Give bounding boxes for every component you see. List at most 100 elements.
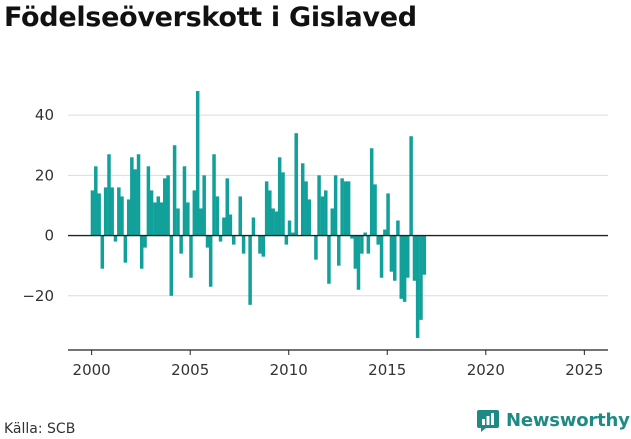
bar: [149, 190, 154, 236]
bar: [258, 235, 262, 254]
bar: [231, 235, 236, 245]
bar: [383, 229, 387, 236]
bar: [268, 190, 272, 236]
bar: [218, 235, 223, 242]
bar: [389, 235, 394, 272]
bar: [366, 235, 371, 254]
bar: [189, 235, 193, 278]
bar: [153, 202, 157, 236]
bar: [133, 169, 137, 236]
x-tick-label: 2000: [73, 361, 111, 379]
bar: [163, 178, 167, 236]
bar: [350, 235, 354, 239]
bar: [169, 235, 174, 296]
bar: [422, 235, 427, 275]
bar: [271, 208, 275, 236]
bar: [126, 199, 131, 236]
bar: [363, 232, 367, 236]
chart-title: Födelseöverskott i Gislaved: [4, 2, 417, 33]
bar: [110, 187, 114, 236]
bar: [353, 235, 358, 269]
bar: [373, 184, 377, 236]
bar: [123, 235, 128, 263]
bar: [399, 235, 404, 299]
bar: [117, 187, 121, 236]
bar: [294, 133, 298, 236]
bar: [419, 235, 423, 320]
bar: [396, 220, 400, 236]
bar: [264, 181, 269, 236]
bar: [208, 235, 213, 287]
bar: [130, 157, 134, 236]
bar: [281, 172, 285, 236]
y-tick-label: 20: [35, 166, 54, 184]
bar: [212, 154, 216, 236]
bar: [222, 217, 226, 236]
bar: [340, 178, 344, 236]
source-note: Källa: SCB: [4, 421, 76, 437]
bar: [409, 136, 413, 236]
bar: [324, 190, 328, 236]
bar: [159, 202, 164, 236]
x-tick-label: 2025: [565, 361, 603, 379]
bar: [360, 235, 364, 254]
bar: [202, 175, 206, 236]
bar: [156, 196, 161, 236]
bar: [120, 196, 124, 236]
bar: [327, 235, 331, 284]
x-tick-label: 2020: [467, 361, 505, 379]
x-tick-label: 2010: [270, 361, 308, 379]
bar: [379, 235, 384, 278]
bar: [195, 91, 200, 236]
y-tick-label: −20: [22, 287, 54, 305]
bar: [300, 163, 305, 236]
x-tick-label: 2005: [171, 361, 209, 379]
bar: [333, 175, 338, 236]
y-tick-label: 40: [35, 106, 54, 124]
bar: [261, 235, 266, 257]
x-tick-label: 2015: [368, 361, 406, 379]
bar: [166, 175, 170, 236]
bar: [241, 235, 246, 254]
bar: [100, 235, 105, 269]
newsworthy-logo-icon: [477, 410, 499, 432]
bar: [238, 196, 242, 236]
bar: [94, 166, 98, 236]
bar: [393, 235, 397, 281]
bar: [287, 220, 292, 236]
bar: [107, 154, 111, 236]
grid-lines: [68, 114, 608, 297]
bar: [356, 235, 361, 290]
bar: [376, 235, 380, 245]
bar-series: [90, 91, 427, 338]
bar: [205, 235, 210, 248]
bar: [320, 196, 325, 236]
bar: [307, 199, 311, 236]
bar: [337, 235, 341, 266]
bar: [346, 181, 351, 236]
axes: −20 0 20 40 2000 2005 2010 2015 2020 2025: [22, 106, 608, 379]
bar: [343, 181, 348, 236]
bar: [274, 211, 279, 236]
bar: [182, 166, 187, 236]
bar: [179, 235, 183, 254]
bar: [186, 202, 190, 236]
bar: [248, 235, 252, 305]
bar: [317, 175, 321, 236]
bar: [284, 235, 289, 245]
bar: [225, 178, 229, 236]
brand-logo[interactable]: Newsworthy: [476, 408, 630, 432]
bar: [176, 208, 180, 236]
bar: [228, 214, 233, 236]
bar: [415, 235, 420, 338]
bar: [330, 208, 335, 236]
bar: [90, 190, 95, 236]
bar: [215, 196, 220, 236]
bar: [314, 235, 318, 260]
bar: [251, 217, 256, 236]
bar: [136, 154, 141, 236]
bar: [97, 193, 101, 236]
bar: [402, 235, 407, 302]
bar: [172, 145, 177, 236]
